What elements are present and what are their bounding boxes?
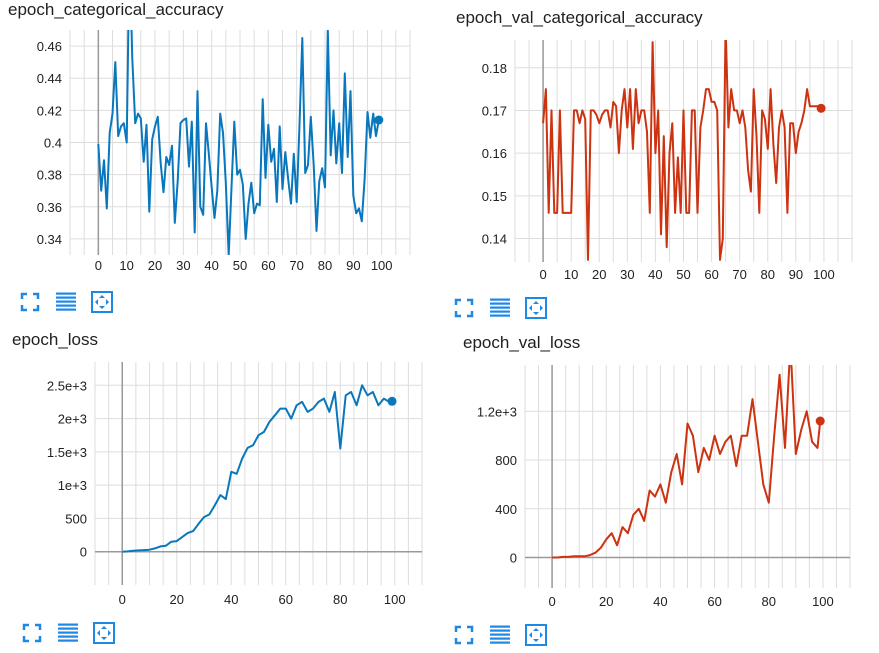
y-tick-label: 1.2e+3 xyxy=(477,404,517,419)
chart-title: epoch_val_categorical_accuracy xyxy=(456,8,703,27)
x-tick-label: 0 xyxy=(119,592,126,607)
x-tick-label: 10 xyxy=(564,267,578,282)
y-tick-label: 0.4 xyxy=(44,136,62,151)
x-tick-label: 40 xyxy=(653,594,667,609)
x-tick-label: 90 xyxy=(346,258,360,273)
x-tick-label: 100 xyxy=(371,258,393,273)
fit-domain-icon[interactable] xyxy=(452,296,476,320)
x-tick-label: 30 xyxy=(620,267,634,282)
x-tick-label: 20 xyxy=(599,594,613,609)
x-tick-label: 30 xyxy=(176,258,190,273)
x-tick-label: 20 xyxy=(148,258,162,273)
x-tick-label: 20 xyxy=(592,267,606,282)
series-end-marker xyxy=(387,396,397,406)
y-tick-label: 0.18 xyxy=(482,61,507,76)
expand-chart-icon[interactable] xyxy=(92,621,116,645)
x-tick-label: 100 xyxy=(812,594,834,609)
x-tick-label: 50 xyxy=(676,267,690,282)
x-tick-label: 0 xyxy=(95,258,102,273)
y-tick-label: 0 xyxy=(80,545,87,560)
toggle-log-scale-icon[interactable] xyxy=(54,290,78,314)
chart-toolbar xyxy=(20,621,116,645)
chart-grid xyxy=(69,30,411,255)
toggle-log-scale-icon[interactable] xyxy=(488,623,512,647)
x-tick-label: 0 xyxy=(539,267,546,282)
chart-plot: 0 500 1e+3 1.5e+3 2e+3 2.5e+3 0 20 40 60 80 100 xyxy=(47,362,423,607)
y-tick-label: 2.5e+3 xyxy=(47,378,87,393)
chart-card-epoch-val-loss: epoch_val_loss 0 400 800 1.2e+3 0 20 40 60 80 100 xyxy=(440,330,879,653)
series-line xyxy=(542,40,822,261)
chart-grid xyxy=(514,40,853,262)
chart-grid xyxy=(524,365,851,588)
x-tick-label: 100 xyxy=(813,267,835,282)
y-tick-label: 0.46 xyxy=(37,39,62,54)
chart-title: epoch_val_loss xyxy=(463,333,581,352)
y-tick-label: 0 xyxy=(510,551,517,566)
x-tick-label: 100 xyxy=(384,592,406,607)
chart-plot: 0.14 0.15 0.16 0.17 0.18 0 10 20 30 40 50 60 70 80 90 1… xyxy=(482,40,853,282)
x-tick-label: 40 xyxy=(224,592,238,607)
x-tick-label: 40 xyxy=(204,258,218,273)
chart-title: epoch_categorical_accuracy xyxy=(8,0,224,19)
y-tick-label: 2e+3 xyxy=(58,412,87,427)
chart-card-epoch-loss: epoch_loss 0 500 1e+3 1.5e+3 2e+3 2.5e+3 0 20 40… xyxy=(0,330,430,653)
y-tick-label: 1e+3 xyxy=(58,478,87,493)
chart-toolbar xyxy=(452,623,548,647)
series-line xyxy=(552,365,822,559)
y-tick-label: 500 xyxy=(65,511,87,526)
x-tick-label: 20 xyxy=(170,592,184,607)
toggle-log-scale-icon[interactable] xyxy=(488,296,512,320)
x-tick-label: 70 xyxy=(732,267,746,282)
x-tick-label: 60 xyxy=(261,258,275,273)
x-tick-label: 50 xyxy=(233,258,247,273)
fit-domain-icon[interactable] xyxy=(18,290,42,314)
y-tick-label: 0.15 xyxy=(482,189,507,204)
series-line xyxy=(122,384,393,553)
y-tick-label: 0.42 xyxy=(37,103,62,118)
series-end-marker xyxy=(374,115,384,125)
y-tick-label: 0.44 xyxy=(37,71,62,86)
chart-toolbar xyxy=(18,290,114,314)
expand-chart-icon[interactable] xyxy=(524,296,548,320)
x-tick-label: 40 xyxy=(648,267,662,282)
series-end-marker xyxy=(815,416,825,426)
fit-domain-icon[interactable] xyxy=(20,621,44,645)
x-tick-label: 10 xyxy=(119,258,133,273)
chart-toolbar xyxy=(452,296,548,320)
series-end-marker xyxy=(816,103,826,113)
x-tick-label: 70 xyxy=(289,258,303,273)
x-tick-label: 60 xyxy=(707,594,721,609)
x-tick-label: 80 xyxy=(762,594,776,609)
y-tick-label: 0.17 xyxy=(482,103,507,118)
chart-plot: 0.34 0.36 0.38 0.4 0.42 0.44 0.46 0 10 20 30 40 50 60… xyxy=(37,30,411,273)
expand-chart-icon[interactable] xyxy=(524,623,548,647)
chart-card-epoch-val-categorical-accuracy: epoch_val_categorical_accuracy 0.14 0.15 0… xyxy=(440,0,879,320)
toggle-log-scale-icon[interactable] xyxy=(56,621,80,645)
chart-plot: 0 400 800 1.2e+3 0 20 40 60 80 100 xyxy=(477,365,851,609)
y-tick-label: 1.5e+3 xyxy=(47,445,87,460)
chart-card-epoch-categorical-accuracy: epoch_categorical_accuracy 0.34 0.36 0.38 0… xyxy=(0,0,430,320)
y-tick-label: 400 xyxy=(495,502,517,517)
y-tick-label: 800 xyxy=(495,453,517,468)
x-tick-label: 60 xyxy=(279,592,293,607)
fit-domain-icon[interactable] xyxy=(452,623,476,647)
chart-title: epoch_loss xyxy=(12,330,99,349)
x-tick-label: 80 xyxy=(333,592,347,607)
x-tick-label: 80 xyxy=(761,267,775,282)
y-tick-label: 0.16 xyxy=(482,146,507,161)
y-tick-label: 0.36 xyxy=(37,200,62,215)
x-tick-label: 60 xyxy=(704,267,718,282)
y-tick-label: 0.14 xyxy=(482,232,507,247)
x-tick-label: 80 xyxy=(318,258,332,273)
x-tick-label: 90 xyxy=(789,267,803,282)
y-tick-label: 0.34 xyxy=(37,232,62,247)
series-line xyxy=(97,30,380,255)
x-tick-label: 0 xyxy=(548,594,555,609)
y-tick-label: 0.38 xyxy=(37,168,62,183)
expand-chart-icon[interactable] xyxy=(90,290,114,314)
